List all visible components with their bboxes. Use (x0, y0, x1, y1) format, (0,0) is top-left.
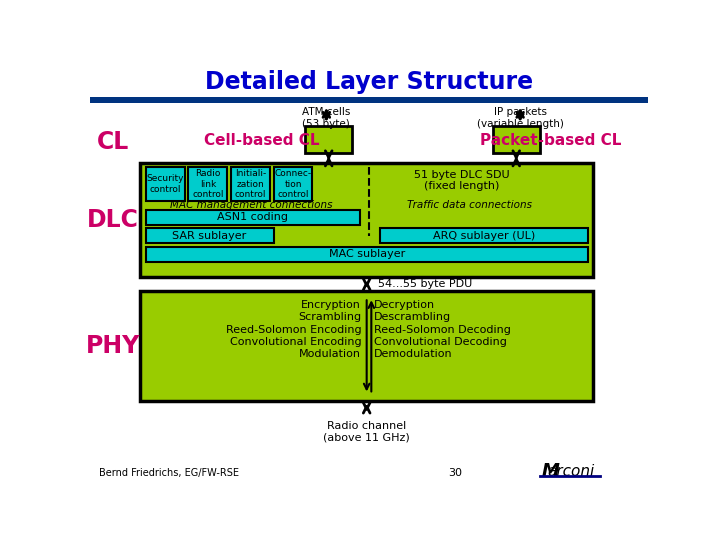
Text: Detailed Layer Structure: Detailed Layer Structure (205, 70, 533, 94)
Text: Scrambling: Scrambling (298, 312, 361, 322)
Bar (145, 167, 184, 201)
Text: Cell-based CL: Cell-based CL (204, 133, 320, 148)
Bar (231, 167, 270, 201)
Text: Bernd Friedrichs, EG/FW-RSE: Bernd Friedrichs, EG/FW-RSE (99, 468, 239, 478)
Text: Demodulation: Demodulation (374, 349, 452, 359)
Text: DLC: DLC (87, 208, 139, 232)
Text: Reed-Solomon Decoding: Reed-Solomon Decoding (374, 325, 510, 335)
Bar (145, 210, 361, 225)
Bar (145, 228, 274, 244)
Text: ARQ sublayer (UL): ARQ sublayer (UL) (433, 231, 535, 241)
Text: M: M (542, 462, 559, 481)
Bar (145, 247, 588, 262)
Text: Security
control: Security control (146, 174, 184, 194)
Bar (493, 126, 539, 153)
Bar (189, 167, 228, 201)
Bar (274, 167, 312, 201)
Bar (90, 97, 648, 103)
Text: MAC sublayer: MAC sublayer (328, 249, 405, 259)
Text: Convolutional Encoding: Convolutional Encoding (230, 337, 361, 347)
Text: ASN1 coding: ASN1 coding (217, 212, 288, 222)
Text: 51 byte DLC SDU
(fixed length): 51 byte DLC SDU (fixed length) (414, 170, 510, 191)
Text: Packet-based CL: Packet-based CL (480, 133, 621, 148)
Bar (305, 126, 352, 153)
Text: Reed-Solomon Encoding: Reed-Solomon Encoding (225, 325, 361, 335)
Text: Traffic data connections: Traffic data connections (408, 200, 532, 210)
Text: PHY: PHY (86, 334, 140, 358)
Text: SAR sublayer: SAR sublayer (172, 231, 246, 241)
Text: IP packets
(variable length): IP packets (variable length) (477, 107, 564, 129)
Text: Radio
link
control: Radio link control (192, 169, 223, 199)
Text: Decryption: Decryption (374, 300, 435, 310)
Text: ATM cells
(53 byte): ATM cells (53 byte) (302, 107, 351, 129)
Bar (140, 291, 593, 401)
Bar (140, 164, 593, 278)
Bar (380, 228, 588, 244)
Text: Descrambling: Descrambling (374, 312, 451, 322)
Text: Convolutional Decoding: Convolutional Decoding (374, 337, 507, 347)
Text: Modulation: Modulation (300, 349, 361, 359)
Text: CL: CL (97, 130, 130, 154)
Text: Encryption: Encryption (302, 300, 361, 310)
Text: Initiali-
zation
control: Initiali- zation control (235, 169, 266, 199)
Text: 30: 30 (448, 468, 462, 478)
Text: Radio channel
(above 11 GHz): Radio channel (above 11 GHz) (323, 421, 410, 442)
Text: MAC management connections: MAC management connections (170, 200, 333, 210)
Text: Connec-
tion
control: Connec- tion control (274, 169, 312, 199)
Text: 54...55 byte PDU: 54...55 byte PDU (378, 279, 472, 289)
Text: arconi: arconi (547, 464, 595, 479)
